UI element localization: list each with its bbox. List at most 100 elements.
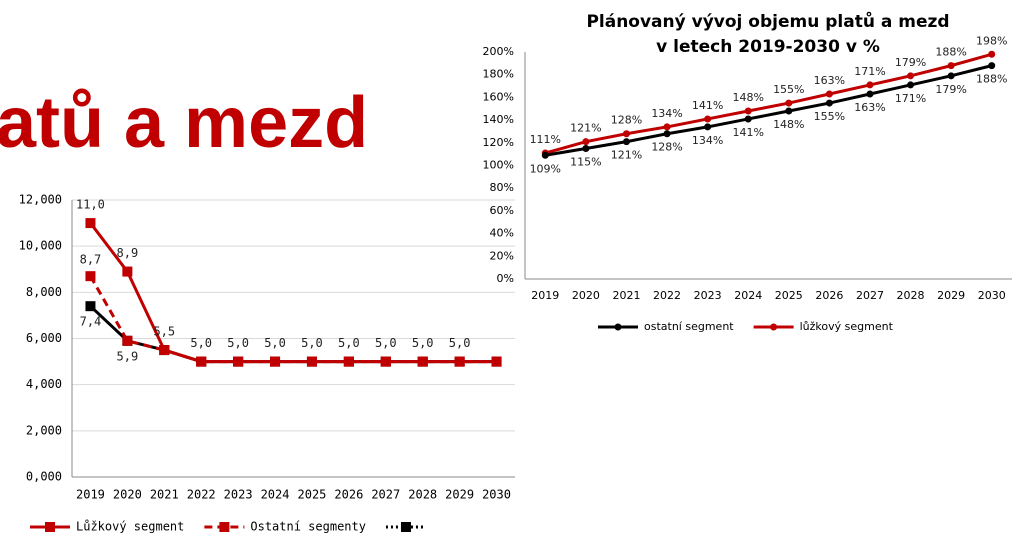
data-label: 5,0 xyxy=(264,336,286,350)
marker xyxy=(400,522,411,532)
x-tick-label: 2023 xyxy=(694,289,722,302)
x-tick-label: 2019 xyxy=(76,488,105,502)
marker xyxy=(744,115,752,123)
x-tick-label: 2022 xyxy=(653,289,681,302)
x-tick-label: 2020 xyxy=(113,488,142,502)
marker xyxy=(85,218,96,229)
y-tick-label: 20% xyxy=(490,249,514,262)
series-line xyxy=(545,64,993,157)
marker xyxy=(380,356,391,367)
data-label: 179% xyxy=(935,83,966,96)
x-tick-label: 2026 xyxy=(815,289,843,302)
data-label: 111% xyxy=(530,133,561,146)
data-label: 5,0 xyxy=(412,336,434,350)
data-label: 188% xyxy=(976,73,1007,86)
x-tick-label: 2027 xyxy=(371,488,400,502)
data-label: 163% xyxy=(854,101,885,114)
marker xyxy=(219,522,230,532)
chart-left: 0,000 2,000 4,000 6,000 8,000 10,000 12,000 201… xyxy=(19,193,515,534)
legend-label: ostatní segment xyxy=(644,320,734,333)
marker xyxy=(947,62,955,70)
data-label: 134% xyxy=(651,107,682,120)
data-label: 163% xyxy=(814,74,845,87)
data-label: 128% xyxy=(611,114,642,127)
marker xyxy=(825,99,833,107)
x-tick-label: 2020 xyxy=(572,289,600,302)
series-line xyxy=(544,52,993,155)
x-tick-label: 2030 xyxy=(978,289,1006,302)
data-label: 171% xyxy=(895,92,926,105)
marker xyxy=(785,107,793,115)
chart-title: v letech 2019-2030 v % xyxy=(656,37,880,57)
x-tick-label: 2021 xyxy=(150,488,179,502)
data-label: 155% xyxy=(773,83,804,96)
data-label: 179% xyxy=(895,56,926,69)
marker xyxy=(866,90,874,98)
y-tick-label: 120% xyxy=(483,136,514,149)
y-tick-label: 200% xyxy=(483,45,514,58)
marker xyxy=(770,323,778,331)
data-label: 7,4 xyxy=(80,315,102,329)
x-tick-label: 2028 xyxy=(897,289,925,302)
y-tick-label: 8,000 xyxy=(26,285,62,299)
x-tick-label: 2023 xyxy=(224,488,253,502)
data-label: 5,0 xyxy=(375,336,397,350)
marker xyxy=(582,144,590,152)
marker xyxy=(541,151,549,159)
x-tick-label: 2030 xyxy=(482,488,511,502)
data-label: 5,9 xyxy=(117,349,139,363)
series-line xyxy=(89,222,497,364)
x-tick-label: 2019 xyxy=(531,289,559,302)
marker xyxy=(159,345,170,356)
marker xyxy=(988,62,996,70)
y-tick-label: 40% xyxy=(490,227,514,240)
data-label: 5,5 xyxy=(153,325,175,339)
y-tick-label: 160% xyxy=(483,90,514,103)
data-label: 8,9 xyxy=(117,246,139,260)
marker xyxy=(270,356,281,367)
x-tick-label: 2029 xyxy=(445,488,474,502)
marker xyxy=(233,356,244,367)
data-label: 109% xyxy=(530,162,561,175)
marker xyxy=(417,356,428,367)
data-label: 5,0 xyxy=(338,336,360,350)
x-tick-label: 2025 xyxy=(298,488,327,502)
data-label: 148% xyxy=(773,118,804,131)
x-tick-label: 2029 xyxy=(937,289,965,302)
data-label: 141% xyxy=(692,99,723,112)
marker xyxy=(85,271,96,282)
y-tick-label: 0% xyxy=(497,272,514,285)
marker xyxy=(306,356,317,367)
marker xyxy=(866,81,874,89)
series-line xyxy=(89,305,497,364)
marker xyxy=(582,138,590,146)
data-label: 155% xyxy=(814,110,845,123)
data-label: 128% xyxy=(651,141,682,154)
data-label: 8,7 xyxy=(80,253,102,267)
data-label: 5,0 xyxy=(190,336,212,350)
marker xyxy=(622,130,630,138)
y-tick-label: 140% xyxy=(483,113,514,126)
legend-label: Ostatní segmenty xyxy=(250,520,366,534)
data-label: 198% xyxy=(976,34,1007,47)
series-line xyxy=(89,275,497,364)
data-label: 11,0 xyxy=(76,198,105,212)
y-tick-label: 100% xyxy=(483,159,514,172)
data-label: 121% xyxy=(611,149,642,162)
data-label: 171% xyxy=(854,65,885,78)
x-tick-label: 2021 xyxy=(612,289,640,302)
x-tick-label: 2027 xyxy=(856,289,884,302)
y-tick-label: 0,000 xyxy=(26,470,62,484)
legend-label: Lůžkový segment xyxy=(76,520,184,534)
marker xyxy=(785,99,793,107)
marker xyxy=(85,301,96,312)
y-tick-label: 10,000 xyxy=(19,239,62,253)
marker xyxy=(825,90,833,98)
marker xyxy=(663,130,671,138)
slide-title: atů a mezd xyxy=(0,83,368,163)
x-tick-label: 2024 xyxy=(734,289,762,302)
marker xyxy=(663,123,671,131)
x-tick-label: 2024 xyxy=(261,488,290,502)
y-tick-label: 6,000 xyxy=(26,331,62,345)
